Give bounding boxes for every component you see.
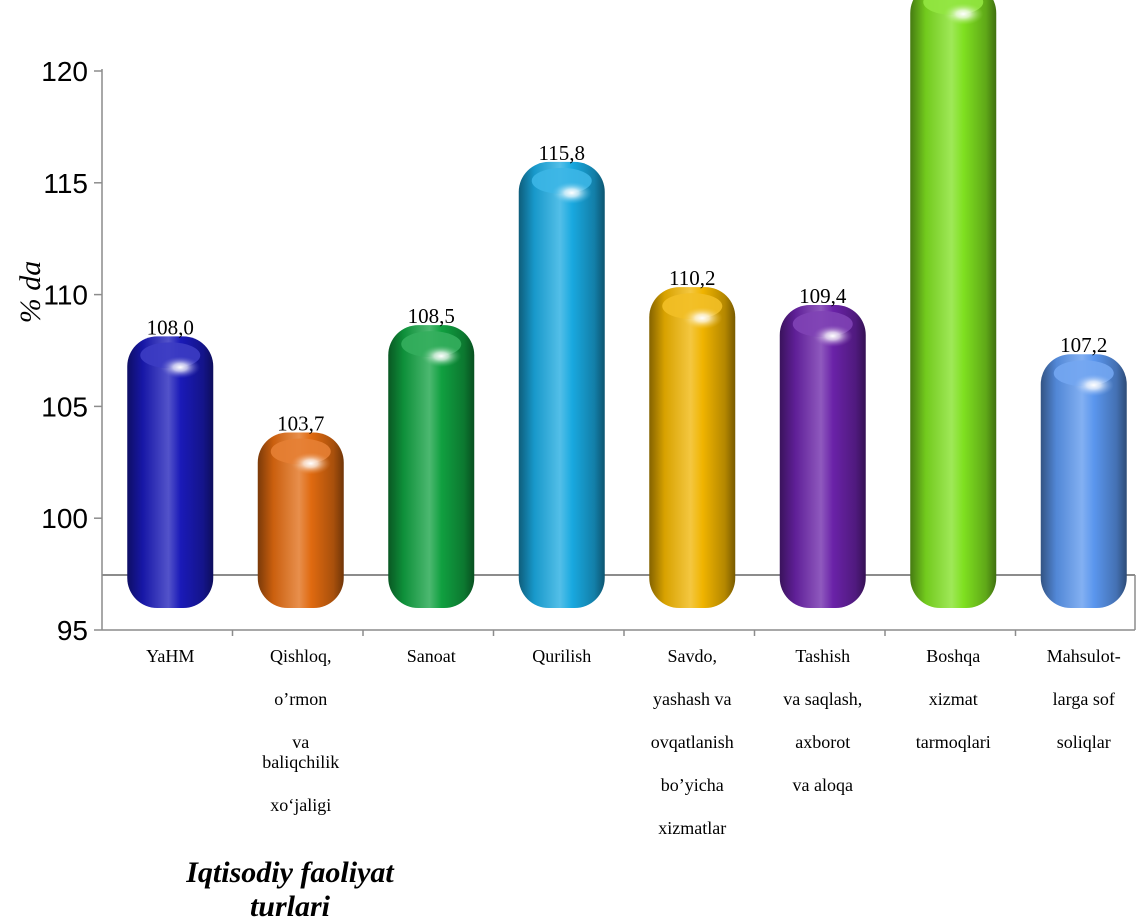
- category-label: Qishloq, o’rmon va baliqchilik xo‘jaligi: [231, 635, 371, 827]
- category-label-line: baliqchilik: [262, 752, 340, 772]
- y-tick-label: 120: [41, 56, 88, 87]
- category-label-line: Savdo,: [667, 646, 718, 666]
- category-label-line: soliqlar: [1056, 732, 1111, 752]
- data-label: 103,7: [277, 411, 324, 435]
- category-label-line: Qishloq,: [269, 646, 332, 666]
- category-label-line: o’rmon: [274, 689, 328, 709]
- category-label: Qurilish: [492, 635, 632, 678]
- bar-body: [649, 287, 736, 608]
- category-label-line: yashash va: [653, 689, 732, 709]
- category-label-line: va aloqa: [792, 775, 853, 795]
- category-label: Tashish va saqlash, axborot va aloqa: [753, 635, 893, 807]
- category-label: Boshqa xizmat tarmoqlari: [883, 635, 1023, 764]
- bar: [1040, 354, 1127, 608]
- category-label: Mahsulot-larga sof soliqlar: [1014, 635, 1139, 764]
- bar: [388, 325, 475, 608]
- bar-body: [779, 305, 866, 608]
- bar: [257, 432, 344, 608]
- bar-body: [257, 432, 344, 608]
- category-label-line: Boshqa: [926, 646, 981, 666]
- category-label-line: Sanoat: [406, 646, 456, 666]
- bar: [649, 287, 736, 608]
- category-label: Sanoat: [361, 635, 501, 678]
- bar-highlight: [682, 307, 723, 330]
- category-label-line: bo’yicha: [660, 775, 724, 795]
- bar-highlight: [1073, 374, 1114, 397]
- bar: [910, 0, 997, 608]
- bar-body: [388, 325, 475, 608]
- y-tick-label: 110: [43, 280, 88, 311]
- y-tick-label: 100: [41, 503, 88, 534]
- bar: [779, 305, 866, 608]
- category-label-line: xizmat: [928, 689, 978, 709]
- category-label-line: larga sof: [1052, 689, 1115, 709]
- bar-highlight: [421, 345, 462, 368]
- category-label: YaHM: [100, 635, 240, 678]
- category-label-line: va saqlash,: [783, 689, 863, 709]
- bar-highlight: [812, 325, 853, 348]
- data-label: 115,8: [539, 141, 585, 165]
- bar-body: [518, 161, 605, 609]
- category-label-line: axborot: [795, 732, 851, 752]
- category-label-line: Qurilish: [532, 646, 592, 666]
- category-label-line: Mahsulot-: [1046, 646, 1121, 666]
- bar-body: [910, 0, 997, 608]
- y-axis-label: % da: [14, 261, 47, 324]
- bar-body: [127, 336, 214, 608]
- bar-body: [1040, 354, 1127, 608]
- category-label-line: xizmatlar: [658, 818, 727, 838]
- bar-chart: 95 100 105 110 115 120 108,0 103,7 108,5 115,8 11…: [14, 0, 1136, 646]
- y-tick-label: 115: [43, 168, 88, 199]
- category-label-line: va: [292, 732, 310, 752]
- category-label-line: xo‘jaligi: [270, 795, 332, 815]
- y-tick-label: 95: [57, 615, 88, 646]
- bar-highlight: [943, 3, 984, 26]
- bar: [518, 161, 605, 609]
- category-label: Savdo, yashash va ovqatlanish bo’yicha xizma…: [622, 635, 762, 850]
- category-label-line: YaHM: [146, 646, 195, 666]
- bar: [127, 336, 214, 608]
- data-label: 108,5: [408, 304, 455, 328]
- x-axis-title: Iqtisodiy faoliyat turlari: [186, 856, 394, 923]
- bar-highlight: [551, 181, 592, 204]
- data-label: 108,0: [147, 315, 194, 339]
- data-label: 109,4: [799, 284, 847, 308]
- data-label: 107,2: [1060, 333, 1107, 357]
- data-label: 110,2: [669, 266, 715, 290]
- y-tick-label: 105: [41, 391, 88, 422]
- category-label-line: tarmoqlari: [915, 732, 991, 752]
- bar-highlight: [290, 452, 331, 475]
- chart-bars: [127, 0, 1127, 609]
- category-label-line: ovqatlanish: [650, 732, 734, 752]
- category-label-line: Tashish: [795, 646, 851, 666]
- bar-highlight: [160, 356, 201, 379]
